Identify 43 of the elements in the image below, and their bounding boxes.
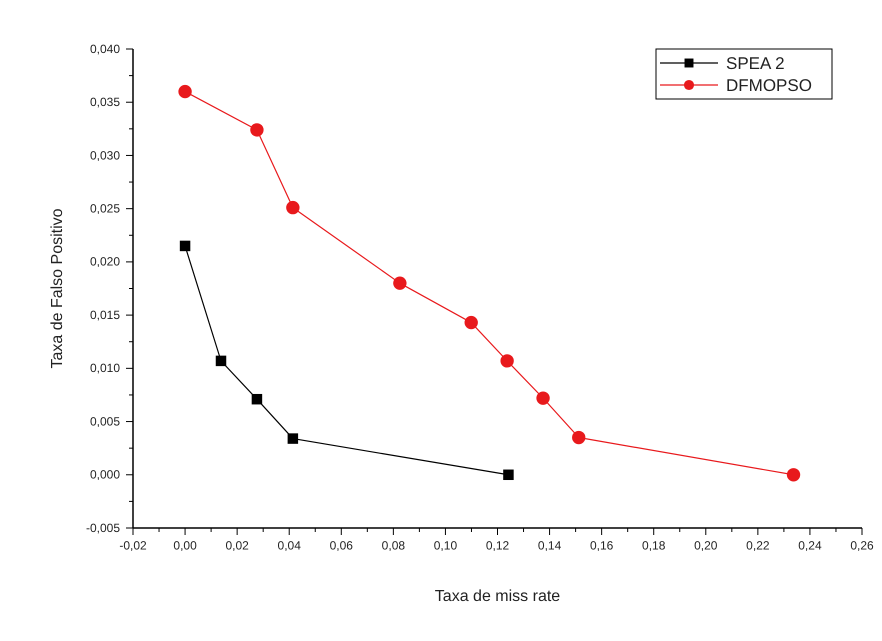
y-tick-label: 0,040 (90, 42, 120, 56)
point (178, 84, 192, 98)
y-tick-label: 0,025 (90, 202, 120, 216)
point (786, 468, 800, 482)
x-tick-label: 0,08 (382, 538, 406, 553)
y-tick-label: -0,005 (86, 520, 120, 535)
point (180, 240, 190, 252)
x-tick-label: 0,22 (746, 538, 770, 553)
point (503, 470, 514, 480)
x-tick-label: 0,10 (434, 538, 458, 553)
point (216, 356, 226, 366)
point (464, 316, 478, 330)
point (393, 276, 407, 290)
legend-label: SPEA 2 (726, 54, 785, 73)
y-axis-title: Taxa de Falso Positivo (49, 208, 66, 369)
point (536, 391, 550, 405)
x-tick-label: -0,02 (119, 538, 147, 553)
x-tick-label: 0,16 (590, 538, 614, 553)
y-tick-label: 0,020 (90, 254, 120, 269)
y-tick-label: 0,035 (90, 95, 120, 110)
y-tick-label: 0,010 (90, 361, 120, 376)
x-axis-title: Taxa de miss rate (434, 588, 560, 605)
x-tick-label: 0,00 (173, 538, 198, 553)
x-tick-label: 0,06 (330, 538, 354, 553)
x-tick-label: 0,20 (694, 538, 718, 553)
x-tick-label: 0,02 (225, 538, 250, 553)
point (250, 123, 264, 137)
x-tick-label: 0,24 (798, 538, 822, 553)
point (288, 433, 298, 444)
point (286, 200, 300, 214)
point (500, 354, 514, 368)
x-tick-label: 0,26 (850, 538, 874, 553)
x-tick-label: 0,12 (486, 538, 510, 553)
y-tick-label: 0,015 (90, 308, 120, 322)
x-tick-label: 0,14 (538, 538, 562, 553)
y-tick-label: 0,030 (90, 148, 120, 162)
y-tick-label: 0,000 (90, 468, 120, 482)
y-tick-label: 0,005 (90, 414, 120, 428)
point (252, 394, 262, 404)
x-tick-label: 0,04 (278, 538, 302, 553)
point (572, 430, 586, 444)
legend-label: DFMOPSO (726, 76, 812, 95)
x-tick-label: 0,18 (642, 538, 666, 553)
